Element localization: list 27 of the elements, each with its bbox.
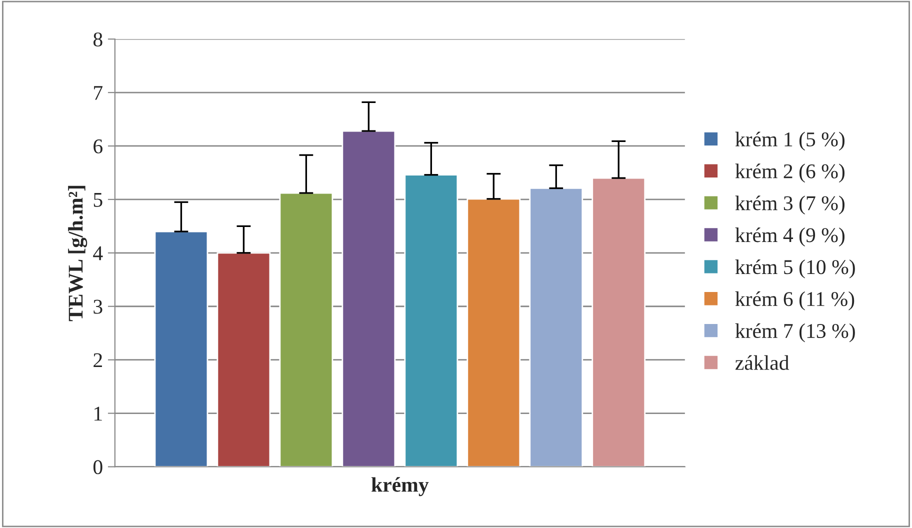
legend-label: krém 7 (13 %): [735, 323, 855, 342]
x-axis-title: krémy: [372, 477, 429, 496]
bar: [592, 177, 646, 467]
legend-label: krém 2 (6 %): [735, 164, 844, 183]
legend-label: krém 1 (5 %): [735, 132, 844, 151]
y-tick-label: 2: [94, 353, 102, 368]
y-tick-label: 0: [93, 460, 102, 474]
bar: [279, 192, 334, 467]
y-tick-label: 3: [94, 300, 102, 314]
y-tick-label: 5: [94, 193, 102, 207]
legend-label: krém 3 (7 %): [735, 196, 844, 215]
bar: [466, 198, 521, 467]
y-tick-label: 1: [94, 406, 102, 421]
y-tick-label: 7: [94, 86, 103, 100]
bar: [342, 130, 396, 467]
bar: [216, 252, 271, 467]
y-tick-label: 8: [93, 32, 102, 47]
legend-label: krém 6 (11 %): [735, 291, 854, 310]
legend-label: krém 5 (10 %): [735, 259, 855, 278]
bar: [404, 174, 458, 467]
legend-label: krém 4 (9 %): [735, 228, 844, 246]
legend-label: základ: [735, 355, 790, 370]
y-tick-label: 6: [94, 139, 102, 154]
bar: [529, 188, 584, 467]
bar: [154, 230, 208, 467]
y-tick-label: 4: [93, 246, 103, 260]
y-axis-title: TEWL [g/h.m²]: [68, 186, 88, 322]
